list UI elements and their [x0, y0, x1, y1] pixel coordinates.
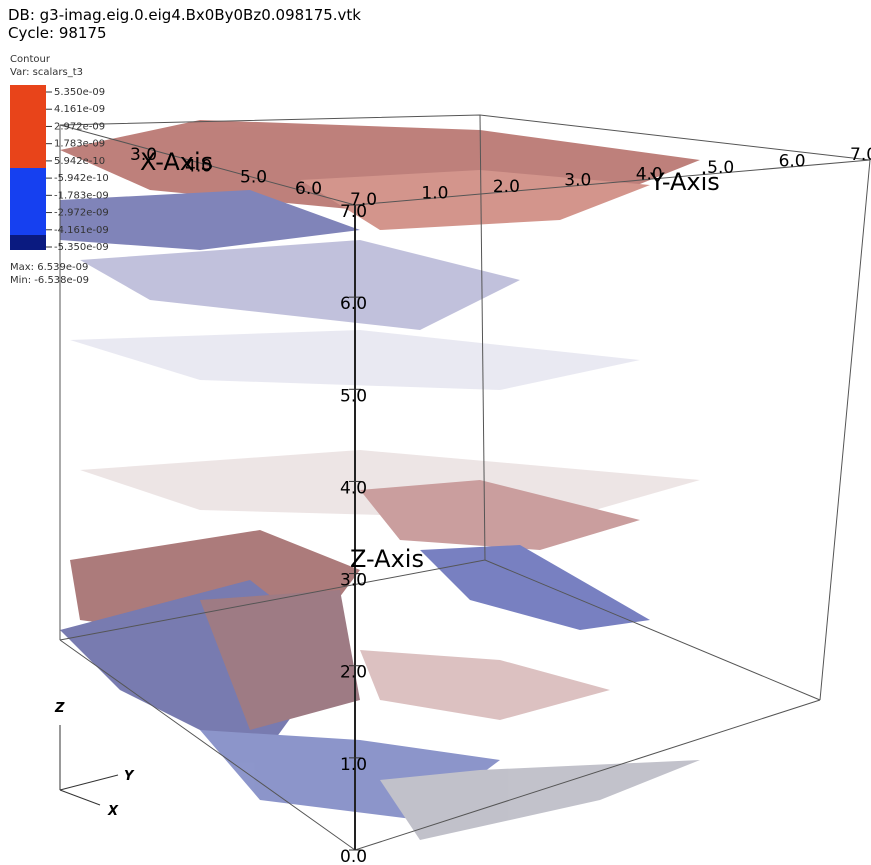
- contour-surfaces: [60, 120, 700, 840]
- legend-swatch: [10, 85, 46, 168]
- surface: [360, 650, 610, 720]
- legend-level: -5.942e-10: [54, 173, 109, 184]
- triad-axis: [60, 790, 100, 805]
- scene: DB: g3-imag.eig.0.eig4.Bx0By0Bz0.098175.…: [0, 0, 871, 865]
- legend-level: 5.942e-10: [54, 156, 105, 167]
- legend-max: Max: 6.539e-09: [10, 262, 88, 273]
- database-label: DB: g3-imag.eig.0.eig4.Bx0By0Bz0.098175.…: [8, 6, 361, 24]
- x-tick-label: 7.0: [350, 190, 377, 210]
- x-tick-label: 3.0: [130, 145, 157, 165]
- legend-level: -1.783e-09: [54, 190, 109, 201]
- y-tick-label: 1.0: [421, 184, 448, 204]
- y-tick-label: 4.0: [636, 164, 663, 184]
- z-axis-title: Z-Axis: [350, 545, 424, 573]
- surface: [420, 545, 650, 630]
- legend-bar: [10, 85, 46, 250]
- triad-label: Z: [54, 701, 65, 716]
- y-tick-label: 6.0: [779, 151, 806, 171]
- x-tick-label: 4.0: [185, 156, 212, 176]
- legend-level: 5.350e-09: [54, 87, 105, 98]
- z-tick-label: 5.0: [340, 386, 367, 406]
- z-tick-label: 0.0: [340, 847, 367, 865]
- legend-min: Min: -6.538e-09: [10, 275, 89, 286]
- x-tick-label: 6.0: [295, 179, 322, 199]
- z-tick-label: 1.0: [340, 755, 367, 775]
- z-tick-label: 4.0: [340, 478, 367, 498]
- legend-variable: Var: scalars_t3: [10, 67, 83, 78]
- y-tick-label: 7.0: [850, 145, 871, 165]
- z-tick-label: 2.0: [340, 663, 367, 683]
- z-tick-label: 6.0: [340, 294, 367, 314]
- cycle-label: Cycle: 98175: [8, 24, 107, 42]
- legend-plot: Contour: [10, 54, 51, 65]
- legend-level: 4.161e-09: [54, 104, 105, 115]
- y-tick-label: 2.0: [493, 177, 520, 197]
- box-edge: [820, 160, 870, 700]
- legend-level: -5.350e-09: [54, 242, 109, 253]
- surface: [80, 240, 520, 330]
- legend-level: 2.972e-09: [54, 121, 105, 132]
- x-tick-label: 5.0: [240, 168, 267, 188]
- render-window: DB: g3-imag.eig.0.eig4.Bx0By0Bz0.098175.…: [0, 0, 871, 865]
- y-tick-label: 5.0: [707, 158, 734, 178]
- legend-level: -2.972e-09: [54, 208, 109, 219]
- legend-level: 1.783e-09: [54, 139, 105, 150]
- legend-swatch: [10, 235, 46, 250]
- z-tick-label: 3.0: [340, 571, 367, 591]
- triad: [60, 725, 118, 805]
- triad-label: Y: [124, 769, 135, 784]
- triad-axis: [60, 775, 118, 790]
- legend-swatch: [10, 168, 46, 235]
- legend-level: -4.161e-09: [54, 225, 109, 236]
- y-tick-label: 3.0: [564, 171, 591, 191]
- triad-label: X: [107, 804, 119, 819]
